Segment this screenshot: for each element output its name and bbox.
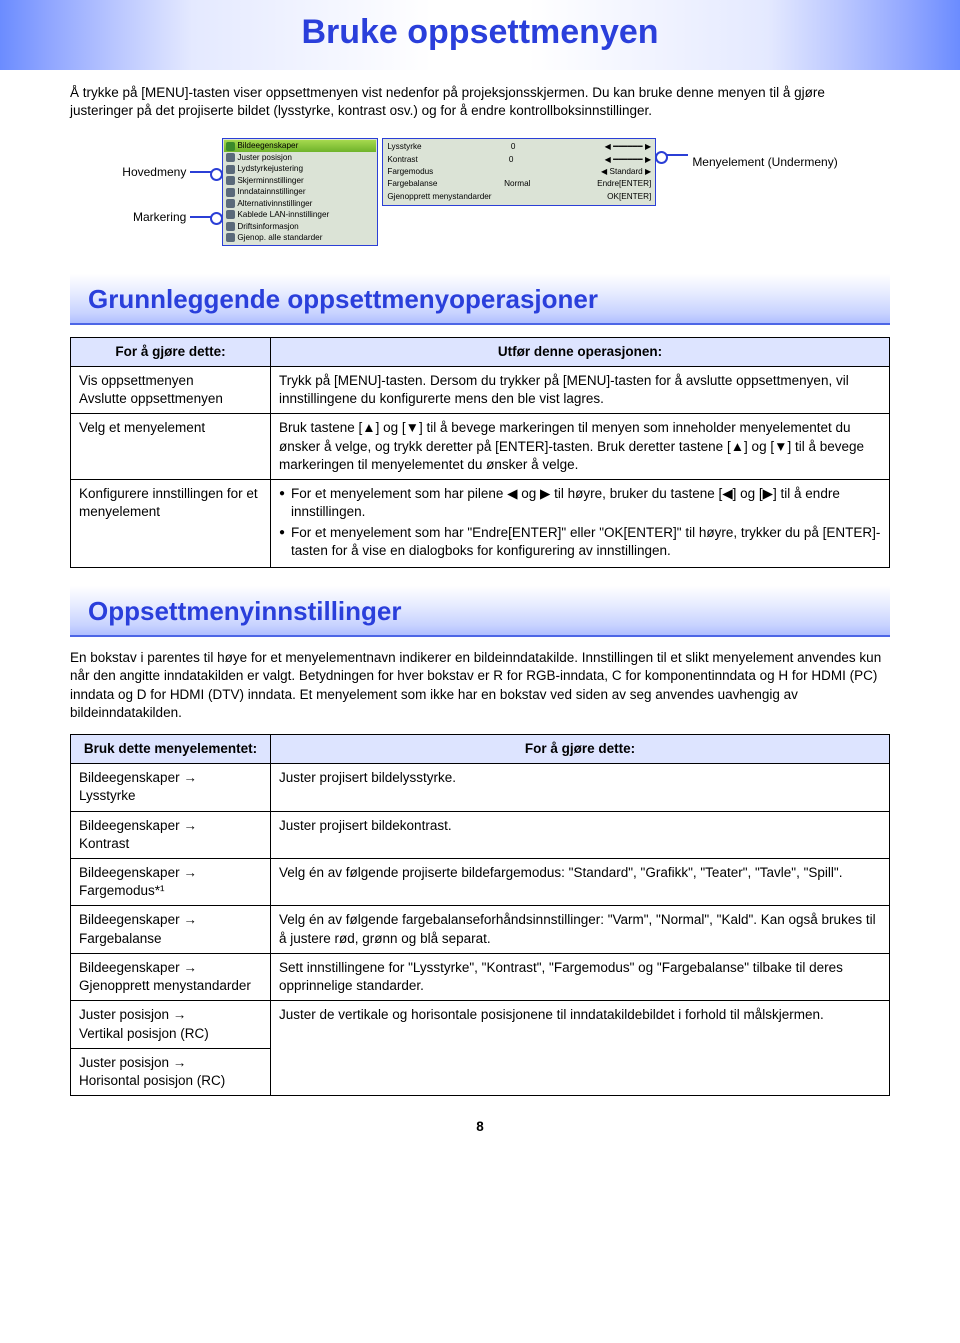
table1-head-left: For å gjøre dette: bbox=[71, 337, 271, 366]
intro-paragraph: Å trykke på [MENU]-tasten viser oppsettm… bbox=[70, 84, 890, 120]
menu-diagram: Hovedmeny Markering Bildeegenskaper Just… bbox=[70, 138, 890, 245]
table-row: Bildeegenskaper →LysstyrkeJuster projise… bbox=[71, 764, 890, 811]
diagram-submenu: Lysstyrke0◀ ━━━━━━ ▶ Kontrast0◀ ━━━━━━ ▶… bbox=[382, 138, 656, 205]
diagram-label-menyelement: Menyelement (Undermeny) bbox=[660, 138, 837, 170]
table-row: Juster posisjon →Vertikal posisjon (RC)J… bbox=[71, 1001, 890, 1048]
page-title: Bruke oppsettmenyen bbox=[0, 10, 960, 56]
diagram-main-menu: Bildeegenskaper Juster posisjon Lydstyrk… bbox=[222, 138, 378, 245]
table-row: Vis oppsettmenyen Avslutte oppsettmenyen… bbox=[71, 367, 890, 414]
section-header-settings: Oppsettmenyinnstillinger bbox=[70, 586, 890, 637]
table-row: Bildeegenskaper →KontrastJuster projiser… bbox=[71, 811, 890, 858]
table-row: Bildeegenskaper →FargebalanseVelg én av … bbox=[71, 906, 890, 953]
diagram-label-hovedmeny: Hovedmeny bbox=[122, 164, 218, 180]
table2-head-left: Bruk dette menyelementet: bbox=[71, 734, 271, 763]
diagram-label-markering: Markering bbox=[133, 209, 218, 225]
table-row: Bildeegenskaper →Fargemodus*¹Velg én av … bbox=[71, 859, 890, 906]
operations-table: For å gjøre dette: Utfør denne operasjon… bbox=[70, 337, 890, 568]
section-header-operations: Grunnleggende oppsettmenyoperasjoner bbox=[70, 274, 890, 325]
table1-head-right: Utfør denne operasjonen: bbox=[271, 337, 890, 366]
table2-head-right: For å gjøre dette: bbox=[271, 734, 890, 763]
section2-description: En bokstav i parentes til høye for et me… bbox=[70, 649, 890, 722]
table-row: Bildeegenskaper →Gjenopprett menystandar… bbox=[71, 953, 890, 1000]
main-title-banner: Bruke oppsettmenyen bbox=[0, 0, 960, 70]
settings-table: Bruk dette menyelementet: For å gjøre de… bbox=[70, 734, 890, 1096]
table-row: Konfigurere innstillingen for et menyele… bbox=[71, 480, 890, 568]
page-number: 8 bbox=[70, 1118, 890, 1136]
table-row: Velg et menyelement Bruk tastene [▲] og … bbox=[71, 414, 890, 480]
